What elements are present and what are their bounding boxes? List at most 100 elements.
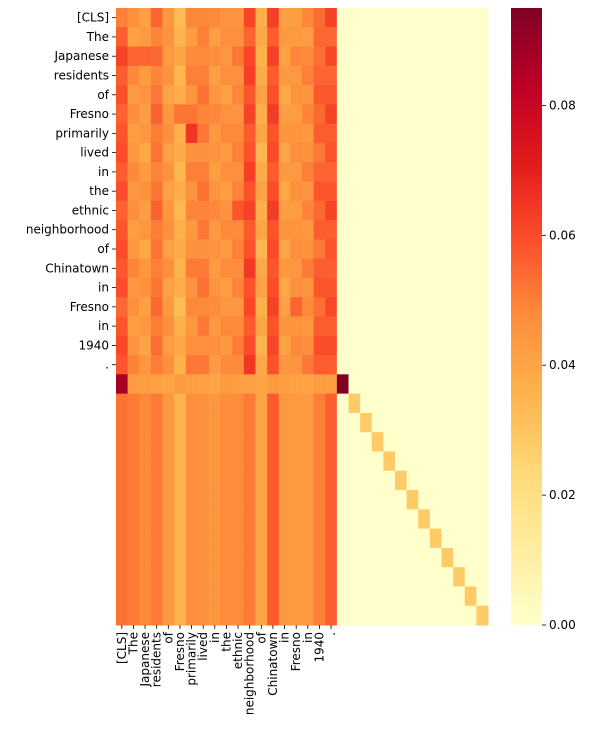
heatmap-cell — [243, 335, 257, 356]
y-tick-label: in — [98, 281, 109, 295]
heatmap-cell — [185, 181, 198, 202]
heatmap-cell — [278, 509, 291, 530]
heatmap-cell — [325, 277, 338, 298]
heatmap-cell — [139, 509, 152, 530]
heatmap-cell — [267, 335, 280, 356]
heatmap-cell — [150, 162, 164, 183]
heatmap-cell — [453, 567, 466, 587]
heatmap-cell — [476, 586, 489, 607]
heatmap-cell — [418, 605, 431, 626]
heatmap-cell — [406, 605, 419, 626]
heatmap-cell — [371, 297, 384, 317]
heatmap-cell — [302, 528, 315, 549]
heatmap-cell — [243, 374, 257, 395]
heatmap-cell — [243, 8, 257, 28]
heatmap-cell — [290, 297, 303, 317]
heatmap-cell — [429, 567, 443, 587]
heatmap-cell — [185, 200, 198, 221]
heatmap-cell — [197, 181, 210, 202]
heatmap-cell — [313, 374, 326, 395]
heatmap-cell — [220, 567, 233, 587]
heatmap-cell — [313, 432, 326, 452]
heatmap-cell — [278, 239, 291, 260]
heatmap-cell — [464, 509, 477, 530]
heatmap-cell — [150, 355, 164, 375]
y-tick-label: of — [97, 88, 109, 102]
heatmap-cell — [476, 432, 489, 452]
heatmap-cell — [406, 490, 419, 510]
heatmap-cell — [243, 85, 257, 105]
heatmap-cell — [441, 258, 454, 279]
heatmap-cell — [464, 46, 477, 67]
heatmap-cell — [395, 547, 408, 568]
heatmap-cell — [336, 355, 350, 375]
heatmap-cell — [429, 142, 443, 163]
heatmap-cell — [116, 220, 129, 240]
heatmap-cell — [476, 528, 489, 549]
heatmap-cell — [395, 220, 408, 240]
heatmap-cell — [360, 65, 373, 86]
heatmap-cell — [185, 8, 198, 28]
heatmap-cell — [209, 528, 222, 549]
heatmap-cell — [267, 258, 280, 279]
heatmap-cell — [267, 65, 280, 86]
heatmap-cell — [395, 123, 408, 144]
heatmap-cell — [197, 258, 210, 279]
x-tick-label: 1940 — [312, 632, 326, 663]
heatmap-cell — [127, 220, 140, 240]
heatmap-cell — [255, 355, 268, 375]
heatmap-cell — [395, 8, 408, 28]
heatmap-cell — [453, 297, 466, 317]
heatmap-cell — [232, 123, 245, 144]
heatmap-cell — [476, 355, 489, 375]
heatmap-cell — [476, 8, 489, 28]
heatmap-cell — [336, 374, 350, 395]
heatmap-cell — [150, 46, 164, 67]
y-tick-label: in — [98, 319, 109, 333]
heatmap-cell — [360, 297, 373, 317]
x-tick-label: Chinatown — [266, 632, 280, 696]
heatmap-cell — [197, 142, 210, 163]
heatmap-cell — [371, 490, 384, 510]
heatmap-cell — [453, 123, 466, 144]
heatmap-cell — [441, 432, 454, 452]
heatmap-cell — [395, 509, 408, 530]
heatmap-cell — [406, 316, 419, 337]
heatmap-cell — [348, 104, 361, 125]
heatmap-cell — [127, 316, 140, 337]
heatmap-cell — [197, 586, 210, 607]
heatmap-cell — [464, 239, 477, 260]
heatmap-cell — [232, 470, 245, 491]
heatmap-cell — [406, 470, 419, 491]
y-tick-label: in — [98, 165, 109, 179]
heatmap-cell — [174, 85, 187, 105]
heatmap-cell — [278, 142, 291, 163]
heatmap-cell — [232, 162, 245, 183]
heatmap-cell — [464, 200, 477, 221]
heatmap-cell — [453, 393, 466, 414]
heatmap-cell — [302, 316, 315, 337]
heatmap-cell — [348, 277, 361, 298]
heatmap-cell — [476, 393, 489, 414]
heatmap-cell — [150, 412, 164, 433]
heatmap-cell — [406, 355, 419, 375]
heatmap-cell — [116, 65, 129, 86]
heatmap-cell — [371, 470, 384, 491]
heatmap-cell — [325, 316, 338, 337]
heatmap-cell — [255, 605, 268, 626]
heatmap-cell — [360, 393, 373, 414]
heatmap-cell — [429, 586, 443, 607]
heatmap-cell — [406, 393, 419, 414]
heatmap-cell — [395, 355, 408, 375]
heatmap-cell — [162, 567, 175, 587]
heatmap-cell — [348, 142, 361, 163]
heatmap-cell — [197, 355, 210, 375]
heatmap-cell — [383, 586, 396, 607]
heatmap-cell — [185, 451, 198, 472]
heatmap-cell — [197, 470, 210, 491]
heatmap-cell — [116, 297, 129, 317]
heatmap-cell — [139, 142, 152, 163]
heatmap-cell — [174, 277, 187, 298]
heatmap-cell — [162, 200, 175, 221]
heatmap-cell — [383, 374, 396, 395]
